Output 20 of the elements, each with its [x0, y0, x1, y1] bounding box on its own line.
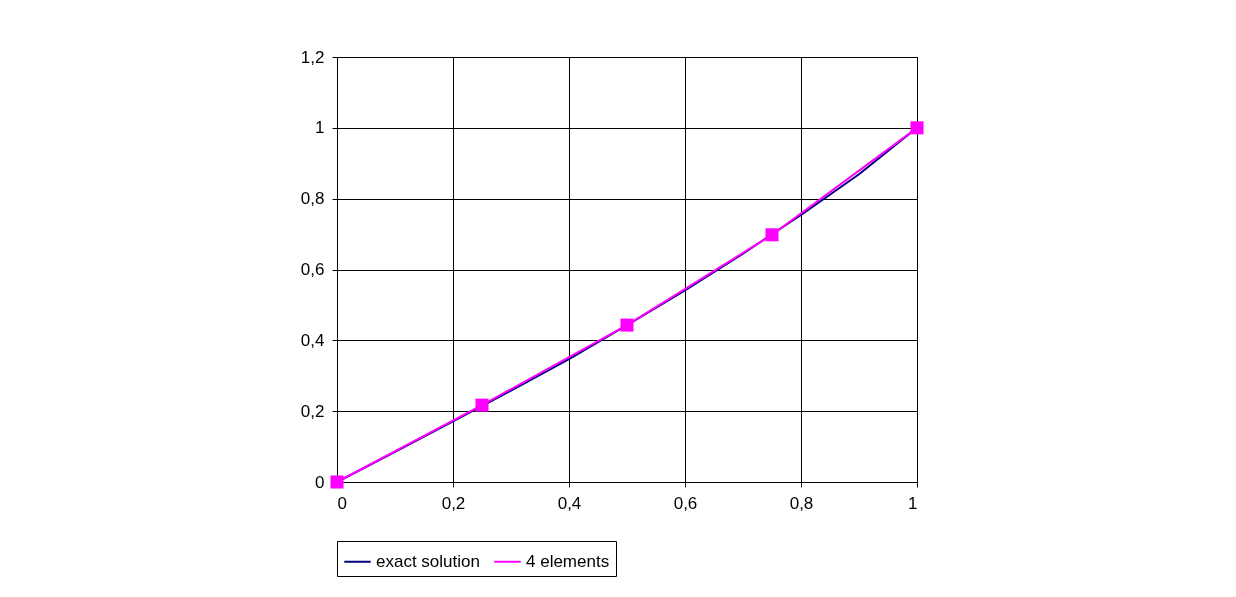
point — [620, 318, 634, 332]
y-tick-label: 1 — [315, 118, 325, 138]
point — [765, 228, 779, 242]
point — [330, 475, 344, 489]
x-tick-label: 0,4 — [557, 493, 582, 513]
x-tick-label: 1 — [908, 493, 918, 513]
y-tick-label: 0,6 — [300, 260, 325, 279]
x-tick-label: 0 — [337, 493, 347, 513]
x-tick-label: 0,8 — [789, 493, 814, 513]
point — [475, 398, 489, 412]
x-tick-label: 0,6 — [673, 493, 698, 513]
y-tick-label: 0,4 — [300, 330, 325, 350]
y-tick-label: 1,2 — [300, 47, 325, 67]
point — [910, 121, 924, 135]
y-tick-label: 0 — [315, 472, 325, 492]
y-tick-label: 0,2 — [300, 401, 325, 421]
x-tick-label: 0,2 — [441, 493, 466, 513]
y-tick-label: 0,8 — [300, 189, 325, 209]
legend-label: 4 elements — [526, 551, 610, 571]
legend-label: exact solution — [376, 551, 480, 571]
